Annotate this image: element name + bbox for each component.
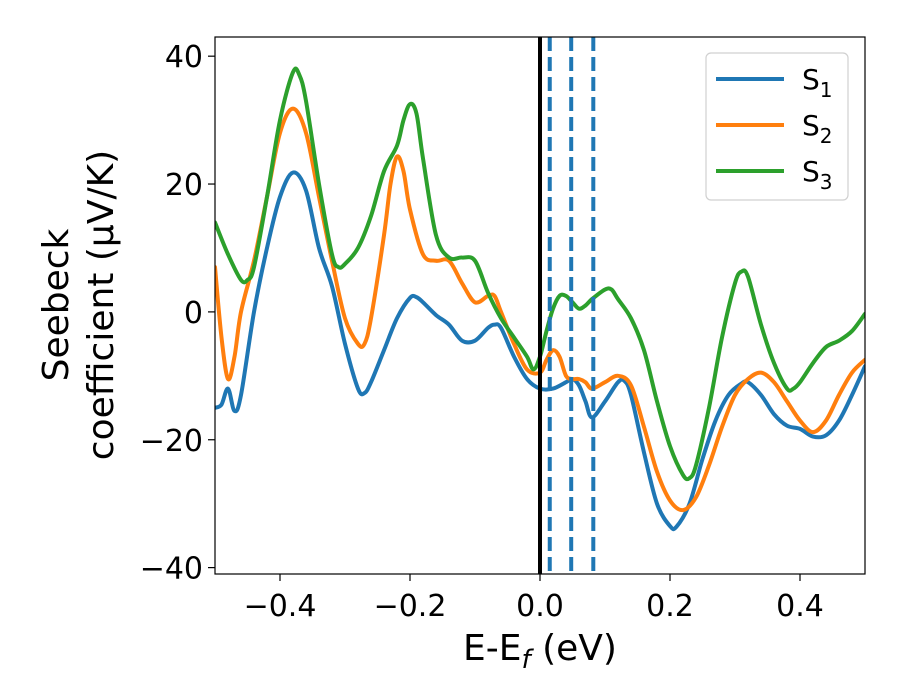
x-tick-label: 0.0 — [516, 589, 564, 624]
y-tick-label: 40 — [165, 40, 203, 75]
legend-label-s3: S3 — [802, 155, 833, 194]
x-tick-label: 0.2 — [646, 589, 694, 624]
y-tick-label: 0 — [184, 296, 203, 331]
y-axis-label-line2: coefficient (μV/K) — [81, 150, 122, 460]
y-axis-label: Seebeck coefficient (μV/K) — [36, 150, 122, 460]
y-tick-label: −20 — [140, 424, 203, 459]
x-tick-label: −0.2 — [374, 589, 447, 624]
y-tick-label: 20 — [165, 168, 203, 203]
y-axis-label-line1: Seebeck — [36, 228, 77, 381]
axes: −0.4 −0.2 0.0 0.2 0.4 −40 −20 0 20 40 — [140, 40, 824, 624]
x-tick-label: −0.4 — [244, 589, 317, 624]
series-line-s2 — [215, 106, 865, 513]
legend: S1 S2 S3 — [705, 52, 849, 201]
y-tick-label: −40 — [140, 552, 203, 587]
plot-area — [215, 37, 865, 574]
x-tick-label: 0.4 — [776, 589, 824, 624]
x-axis-label: E-Ef (eV) — [463, 628, 617, 675]
legend-label-s2: S2 — [802, 109, 833, 148]
legend-label-s1: S1 — [802, 63, 833, 102]
series-line-s3 — [215, 66, 865, 482]
